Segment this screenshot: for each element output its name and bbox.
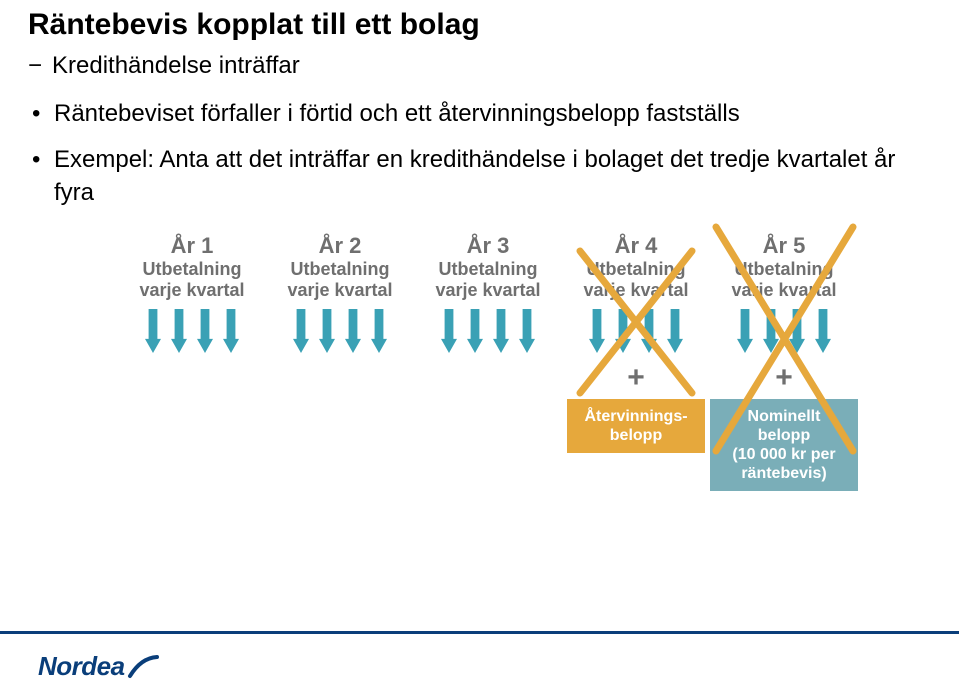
boxes-row: Återvinnings-belopp Nominellt belopp(10 … — [118, 399, 939, 492]
arrow-group — [562, 309, 710, 353]
down-arrow-icon — [519, 309, 535, 353]
plus-sign: + — [562, 353, 710, 393]
down-arrow-icon — [589, 309, 605, 353]
down-arrow-icon — [345, 309, 361, 353]
logo-arc-icon — [127, 652, 161, 682]
bullet-item: Räntebeviset förfaller i förtid och ett … — [32, 98, 939, 130]
arrows-row — [118, 309, 939, 353]
year-label: År 2 — [266, 233, 414, 259]
plus-sign — [266, 353, 414, 393]
result-box: Nominellt belopp(10 000 kr perräntebevis… — [710, 399, 858, 492]
payout-label: Utbetalningvarje kvartal — [414, 259, 562, 300]
down-arrow-icon — [815, 309, 831, 353]
down-arrow-icon — [615, 309, 631, 353]
down-arrow-icon — [197, 309, 213, 353]
years-row: År 1År 2År 3År 4År 5 — [118, 233, 939, 259]
bullet-list: Räntebeviset förfaller i förtid och ett … — [28, 98, 939, 209]
year-label: År 5 — [710, 233, 858, 259]
payout-label: Utbetalningvarje kvartal — [266, 259, 414, 300]
down-arrow-icon — [145, 309, 161, 353]
arrow-group — [266, 309, 414, 353]
payout-label: Utbetalningvarje kvartal — [118, 259, 266, 300]
result-box: Återvinnings-belopp — [567, 399, 705, 453]
arrow-group — [118, 309, 266, 353]
down-arrow-icon — [467, 309, 483, 353]
arrow-group — [710, 309, 858, 353]
down-arrow-icon — [763, 309, 779, 353]
down-arrow-icon — [493, 309, 509, 353]
year-label: År 4 — [562, 233, 710, 259]
utbetalning-row: Utbetalningvarje kvartalUtbetalningvarje… — [118, 259, 939, 300]
arrow-group — [414, 309, 562, 353]
year-label: År 1 — [118, 233, 266, 259]
bullet-item: Exempel: Anta att det inträffar en kredi… — [32, 144, 939, 209]
year-label: År 3 — [414, 233, 562, 259]
down-arrow-icon — [441, 309, 457, 353]
down-arrow-icon — [667, 309, 683, 353]
down-arrow-icon — [641, 309, 657, 353]
down-arrow-icon — [789, 309, 805, 353]
plus-row: ++ — [118, 353, 939, 393]
subtitle-text: Kredithändelse inträffar — [52, 52, 300, 79]
down-arrow-icon — [171, 309, 187, 353]
down-arrow-icon — [319, 309, 335, 353]
plus-sign: + — [710, 353, 858, 393]
plus-sign — [118, 353, 266, 393]
down-arrow-icon — [223, 309, 239, 353]
subtitle-dash: − — [28, 52, 42, 79]
page-title: Räntebevis kopplat till ett bolag — [28, 8, 939, 42]
logo-text: Nordea — [38, 651, 125, 682]
plus-sign — [414, 353, 562, 393]
infographic: År 1År 2År 3År 4År 5 Utbetalningvarje kv… — [118, 233, 939, 491]
footer-rule — [0, 631, 959, 634]
nordea-logo: Nordea — [38, 651, 161, 682]
down-arrow-icon — [371, 309, 387, 353]
down-arrow-icon — [737, 309, 753, 353]
payout-label: Utbetalningvarje kvartal — [562, 259, 710, 300]
subtitle: −Kredithändelse inträffar — [28, 52, 939, 80]
down-arrow-icon — [293, 309, 309, 353]
payout-label: Utbetalningvarje kvartal — [710, 259, 858, 300]
